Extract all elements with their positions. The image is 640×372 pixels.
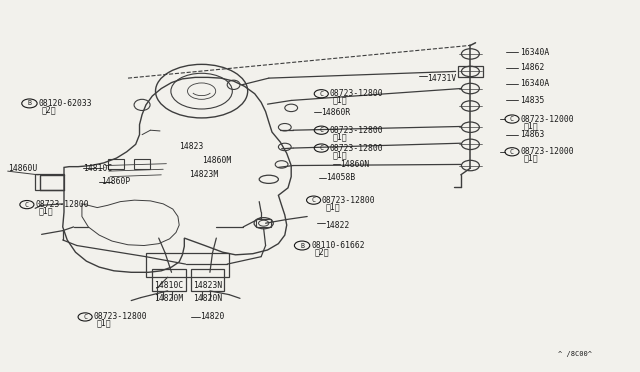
Text: 14860M: 14860M (202, 156, 231, 165)
Text: 14860P: 14860P (101, 177, 131, 186)
Text: C: C (510, 116, 514, 122)
Text: C: C (510, 149, 514, 155)
Text: 08723-12800: 08723-12800 (330, 89, 383, 98)
Text: 16340A: 16340A (520, 48, 549, 57)
Text: 08723-12000: 08723-12000 (520, 147, 574, 156)
Bar (108, 159, 124, 169)
Text: 14823: 14823 (179, 142, 204, 151)
Text: B: B (300, 243, 304, 248)
Text: 08723-12800: 08723-12800 (322, 196, 376, 205)
Text: （1）: （1） (333, 132, 348, 141)
Text: C: C (319, 145, 323, 151)
Bar (146, 253, 229, 277)
Bar (256, 219, 271, 227)
Bar (458, 66, 483, 77)
Text: 14820N: 14820N (193, 294, 223, 303)
Text: 14860N: 14860N (340, 160, 370, 169)
Bar (35, 174, 64, 190)
Text: C: C (319, 127, 323, 133)
Bar (191, 269, 224, 291)
Text: C: C (83, 314, 87, 320)
Text: 14058B: 14058B (326, 173, 356, 182)
Text: C: C (319, 91, 323, 97)
Text: 14835: 14835 (520, 96, 544, 105)
Text: 08120-62033: 08120-62033 (38, 99, 92, 108)
Text: （2）: （2） (314, 247, 329, 256)
Text: （1）: （1） (524, 121, 538, 130)
Text: 08723-12800: 08723-12800 (35, 200, 89, 209)
Text: （1）: （1） (524, 154, 538, 163)
Text: 14820M: 14820M (154, 294, 183, 303)
Text: ^ /8C00^: ^ /8C00^ (558, 351, 592, 357)
Text: 14822: 14822 (325, 221, 349, 230)
Text: （1）: （1） (333, 150, 348, 159)
Text: 14810C: 14810C (154, 281, 183, 290)
Text: （1）: （1） (325, 202, 340, 211)
Text: 14820: 14820 (200, 312, 224, 321)
Text: 14860U: 14860U (8, 164, 37, 173)
Text: 08723-12800: 08723-12800 (330, 144, 383, 153)
Text: 16340A: 16340A (520, 79, 549, 88)
Text: 14862: 14862 (520, 63, 544, 72)
Text: C: C (25, 202, 29, 208)
Text: 08723-12000: 08723-12000 (520, 115, 574, 124)
Text: 14731V: 14731V (428, 74, 457, 83)
Text: 08723-12800: 08723-12800 (93, 312, 147, 321)
Text: 08723-12800: 08723-12800 (330, 126, 383, 135)
Text: （1）: （1） (97, 319, 111, 328)
Text: B: B (28, 100, 31, 106)
Text: （2）: （2） (42, 105, 56, 114)
Text: 14863: 14863 (520, 130, 544, 139)
Text: 14823N: 14823N (193, 281, 223, 290)
Bar (134, 159, 150, 169)
Text: 14860R: 14860R (321, 108, 351, 117)
Text: （1）: （1） (38, 206, 53, 215)
Text: 14810C: 14810C (83, 164, 113, 173)
Text: 08110-61662: 08110-61662 (311, 241, 365, 250)
Bar (152, 269, 186, 291)
Text: C: C (312, 197, 316, 203)
Text: 14823M: 14823M (189, 170, 218, 179)
Text: （1）: （1） (333, 96, 348, 105)
